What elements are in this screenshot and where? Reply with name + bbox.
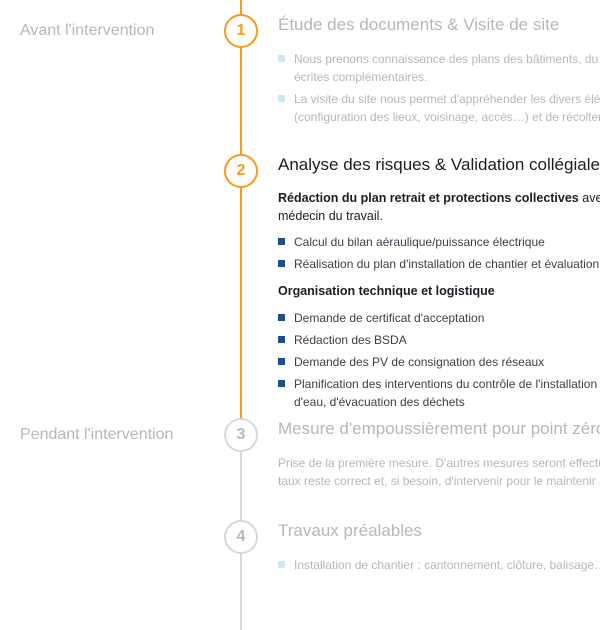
phase-before: Avant l'intervention — [20, 22, 220, 40]
timeline-line — [240, 0, 242, 600]
step-1-bullets: Nous prenons connaissance des plans des … — [278, 50, 600, 126]
step-3-para: Prise de la première mesure. D'autres me… — [278, 454, 600, 490]
step-content-3: Mesure d'empoussièrement pour point zéro… — [278, 418, 600, 496]
list-item: Calcul du bilan aéraulique/puissance éle… — [278, 233, 600, 251]
list-item: Réalisation du plan d'installation de ch… — [278, 255, 600, 273]
step-circle-4: 4 — [224, 520, 258, 554]
step-content-2: Analyse des risques & Validation collégi… — [278, 154, 600, 415]
step-content-4: Travaux préalables Installation de chant… — [278, 520, 600, 578]
list-item: Installation de chantier : cantonnement,… — [278, 556, 600, 574]
step-circle-3: 3 — [224, 418, 258, 452]
line-orange — [240, 0, 242, 430]
list-item: Rédaction des BSDA — [278, 331, 600, 349]
phase-during: Pendant l'intervention — [20, 426, 220, 444]
list-item: La visite du site nous permet d'appréhen… — [278, 90, 600, 126]
step-circle-1: 1 — [224, 14, 258, 48]
step-circle-2: 2 — [224, 154, 258, 188]
step-title-3: Mesure d'empoussièrement pour point zéro — [278, 418, 600, 440]
step-title-2: Analyse des risques & Validation collégi… — [278, 154, 600, 176]
step-title-4: Travaux préalables — [278, 520, 600, 542]
step-2-bullets-b: Demande de certificat d'acceptation Réda… — [278, 309, 600, 411]
list-item: Planification des interventions du contr… — [278, 375, 600, 411]
list-item: Nous prenons connaissance des plans des … — [278, 50, 600, 86]
list-item: Demande des PV de consignation des résea… — [278, 353, 600, 371]
step-2-bullets-a: Calcul du bilan aéraulique/puissance éle… — [278, 233, 600, 273]
timeline-container: Avant l'intervention Pendant l'intervent… — [0, 0, 600, 10]
step-title-1: Étude des documents & Visite de site — [278, 14, 600, 36]
step-2-subhead-2: Organisation technique et logistique — [278, 283, 600, 301]
step-2-subhead-1: Rédaction du plan retrait et protections… — [278, 190, 600, 225]
subhead-bold: Rédaction du plan retrait et protections… — [278, 191, 579, 205]
step-content-1: Étude des documents & Visite de site Nou… — [278, 14, 600, 130]
step-4-bullets: Installation de chantier : cantonnement,… — [278, 556, 600, 574]
list-item: Demande de certificat d'acceptation — [278, 309, 600, 327]
